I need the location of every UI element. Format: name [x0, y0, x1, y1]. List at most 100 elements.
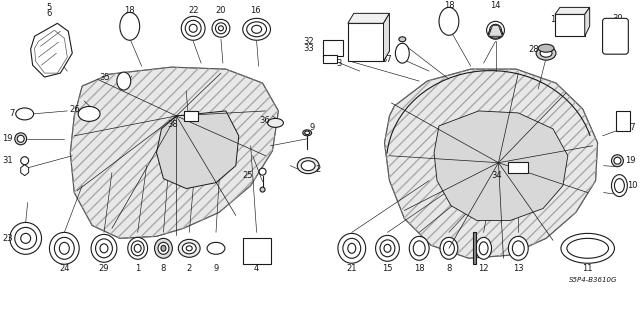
Ellipse shape	[181, 16, 205, 40]
Ellipse shape	[20, 157, 29, 165]
Ellipse shape	[60, 242, 69, 254]
Ellipse shape	[161, 245, 166, 251]
Ellipse shape	[120, 12, 140, 40]
Ellipse shape	[16, 108, 34, 120]
FancyBboxPatch shape	[602, 18, 628, 54]
Ellipse shape	[134, 244, 141, 252]
Polygon shape	[70, 67, 278, 238]
Ellipse shape	[49, 232, 79, 264]
Ellipse shape	[301, 161, 315, 171]
Ellipse shape	[260, 187, 265, 192]
Ellipse shape	[614, 179, 625, 193]
Ellipse shape	[486, 21, 504, 39]
Ellipse shape	[246, 22, 266, 37]
Ellipse shape	[186, 246, 192, 251]
Ellipse shape	[538, 44, 554, 52]
Ellipse shape	[536, 46, 556, 60]
Text: 5: 5	[47, 3, 52, 12]
Bar	[508, 162, 528, 173]
Ellipse shape	[117, 72, 131, 90]
Ellipse shape	[343, 238, 361, 258]
Text: 3: 3	[337, 59, 342, 68]
Text: 33: 33	[303, 44, 314, 53]
Bar	[555, 14, 585, 36]
Ellipse shape	[91, 234, 117, 262]
Ellipse shape	[490, 24, 502, 36]
Text: 38: 38	[168, 120, 179, 129]
Ellipse shape	[252, 25, 262, 33]
Ellipse shape	[95, 239, 113, 258]
Ellipse shape	[212, 19, 230, 37]
Ellipse shape	[218, 26, 223, 31]
Ellipse shape	[303, 130, 312, 136]
Text: 25: 25	[242, 171, 253, 180]
Text: 9: 9	[213, 264, 219, 273]
Ellipse shape	[182, 243, 196, 254]
Text: 14: 14	[490, 1, 500, 10]
Ellipse shape	[611, 175, 627, 196]
Ellipse shape	[561, 233, 614, 263]
Text: 2: 2	[316, 165, 321, 174]
Ellipse shape	[15, 133, 27, 145]
Bar	[473, 232, 476, 264]
Text: 15: 15	[382, 264, 393, 273]
Ellipse shape	[413, 241, 425, 256]
Text: 13: 13	[513, 264, 524, 273]
Bar	[184, 111, 198, 121]
Ellipse shape	[567, 238, 609, 258]
Text: 10: 10	[627, 181, 638, 190]
Ellipse shape	[54, 237, 74, 259]
Ellipse shape	[476, 237, 492, 259]
Polygon shape	[585, 7, 589, 36]
Text: 18: 18	[444, 1, 454, 10]
Ellipse shape	[338, 233, 365, 263]
Text: 36: 36	[259, 116, 270, 125]
Text: 4: 4	[254, 264, 259, 273]
Polygon shape	[157, 111, 239, 188]
Text: 35: 35	[99, 73, 110, 82]
Text: 26: 26	[70, 105, 80, 115]
Polygon shape	[20, 165, 29, 176]
Text: 9: 9	[310, 123, 315, 132]
Ellipse shape	[207, 242, 225, 254]
Ellipse shape	[384, 244, 391, 252]
Text: 23: 23	[2, 234, 13, 243]
Ellipse shape	[216, 23, 227, 34]
Text: 30: 30	[612, 14, 623, 23]
Ellipse shape	[243, 18, 271, 40]
Text: 6: 6	[47, 9, 52, 18]
Bar	[323, 40, 343, 56]
Ellipse shape	[15, 228, 36, 249]
Text: 19: 19	[625, 156, 636, 165]
Ellipse shape	[409, 236, 429, 260]
Bar	[243, 238, 271, 264]
Text: 16: 16	[250, 6, 261, 15]
Ellipse shape	[259, 168, 266, 175]
Text: S5P4-B3610G: S5P4-B3610G	[568, 277, 617, 283]
Ellipse shape	[78, 107, 100, 121]
Text: 17: 17	[550, 15, 560, 24]
Ellipse shape	[614, 157, 621, 164]
Ellipse shape	[488, 28, 502, 38]
Text: 1: 1	[135, 264, 140, 273]
Ellipse shape	[444, 241, 454, 255]
Polygon shape	[555, 7, 589, 14]
Polygon shape	[31, 23, 72, 77]
Ellipse shape	[158, 242, 169, 254]
Ellipse shape	[508, 236, 528, 260]
Ellipse shape	[348, 243, 356, 253]
Ellipse shape	[185, 20, 201, 36]
Polygon shape	[488, 25, 502, 36]
Ellipse shape	[297, 158, 319, 174]
Ellipse shape	[396, 43, 409, 63]
Ellipse shape	[20, 233, 31, 243]
Ellipse shape	[440, 237, 458, 259]
Text: 11: 11	[582, 264, 593, 273]
Ellipse shape	[399, 37, 406, 42]
Polygon shape	[383, 13, 390, 61]
Text: 21: 21	[346, 264, 357, 273]
Text: 29: 29	[99, 264, 109, 273]
Ellipse shape	[380, 240, 395, 257]
Text: 12: 12	[478, 264, 489, 273]
Ellipse shape	[439, 7, 459, 35]
